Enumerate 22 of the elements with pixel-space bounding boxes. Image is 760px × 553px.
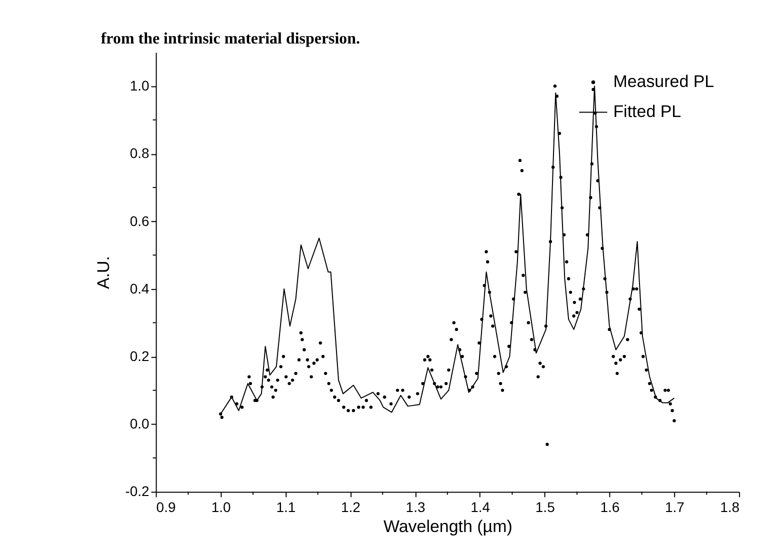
x-tick-label: 1.1 <box>276 499 296 516</box>
x-tick-label: 1.2 <box>340 499 361 516</box>
y-tick-label: 0.4 <box>130 280 150 296</box>
y-tick-label: 0.6 <box>130 212 150 229</box>
y-axis-title: A.U. <box>94 256 114 290</box>
x-tick-label: 1.3 <box>406 499 426 516</box>
y-tick-label: 1.0 <box>130 78 150 94</box>
x-tick-label: 1.0 <box>211 499 232 516</box>
x-tick-label: 0.9 <box>156 499 176 516</box>
y-tick-label: 0.2 <box>130 348 150 364</box>
x-axis-title: Wavelength (µm) <box>383 517 512 536</box>
x-tick-label: 1.4 <box>470 499 490 516</box>
y-tick-label: 0.0 <box>130 416 150 432</box>
y-tick-label: -0.2 <box>125 483 150 500</box>
y-tick-label: 0.8 <box>130 145 150 162</box>
x-tick-label: 1.6 <box>600 499 620 516</box>
x-tick-label: 1.8 <box>720 499 740 516</box>
x-tick-label: 1.5 <box>535 499 556 516</box>
text: from the intrinsic material dispersion. <box>100 30 360 48</box>
legend-label: Fitted PL <box>613 102 682 122</box>
legend-label: Measured PL <box>613 72 714 92</box>
x-tick-label: 1.7 <box>665 499 685 516</box>
